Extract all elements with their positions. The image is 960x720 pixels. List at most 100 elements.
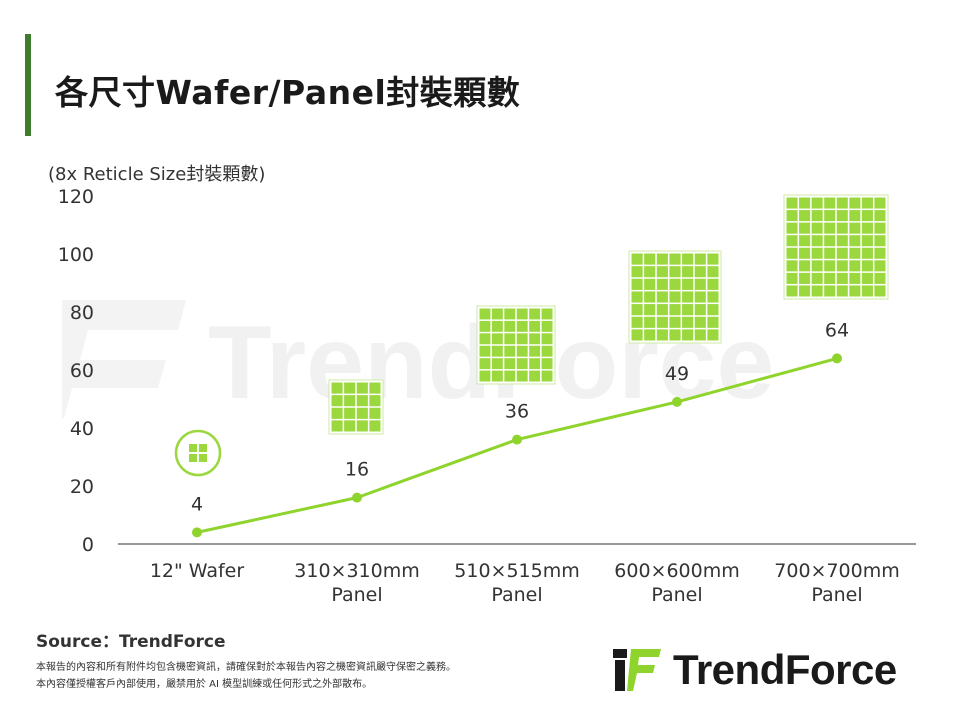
die-tile xyxy=(541,320,553,332)
die-tile xyxy=(331,395,343,407)
die-tile xyxy=(707,316,719,328)
die-tile xyxy=(644,316,656,328)
die-tile xyxy=(682,316,694,328)
y-tick-label: 20 xyxy=(70,476,94,498)
y-tick-label: 100 xyxy=(58,244,94,266)
die-tile xyxy=(849,235,861,247)
die-tile xyxy=(694,329,706,341)
die-tile xyxy=(669,304,681,316)
die-tile xyxy=(694,266,706,278)
die-tile xyxy=(694,316,706,328)
die-tile xyxy=(344,382,356,394)
die-tile xyxy=(491,345,503,357)
die-tile xyxy=(799,210,811,222)
die-tile xyxy=(836,210,848,222)
die-tile xyxy=(541,370,553,382)
die-tile xyxy=(849,210,861,222)
die-tile xyxy=(786,285,798,297)
die-tile xyxy=(344,420,356,432)
die-tile xyxy=(786,210,798,222)
die-tile xyxy=(356,407,368,419)
die-tile xyxy=(644,304,656,316)
die-tile xyxy=(491,358,503,370)
die-tile xyxy=(799,247,811,259)
die-tile xyxy=(861,197,873,209)
die-tile xyxy=(631,253,643,265)
panel-grid-icon xyxy=(476,305,556,385)
data-label: 49 xyxy=(665,363,689,385)
die-tile xyxy=(656,278,668,290)
die-tile xyxy=(644,266,656,278)
y-tick-label: 60 xyxy=(70,360,94,382)
die-tile xyxy=(529,308,541,320)
die-tile xyxy=(631,316,643,328)
die-tile xyxy=(786,222,798,234)
die-tile xyxy=(849,222,861,234)
die-tile xyxy=(669,291,681,303)
die-tile xyxy=(504,345,516,357)
die-tile xyxy=(516,358,528,370)
die-tile xyxy=(707,278,719,290)
die-tile xyxy=(491,308,503,320)
die-tile xyxy=(631,278,643,290)
die-tile xyxy=(656,291,668,303)
die-tile xyxy=(656,316,668,328)
die-tile xyxy=(356,420,368,432)
die-tile xyxy=(874,235,886,247)
die-tile xyxy=(369,382,381,394)
die-tile xyxy=(874,247,886,259)
die-tile xyxy=(369,395,381,407)
die-tile xyxy=(631,291,643,303)
die-tile xyxy=(479,333,491,345)
die-tile xyxy=(861,210,873,222)
die-tile xyxy=(874,197,886,209)
die-tile xyxy=(786,197,798,209)
die-tile xyxy=(824,210,836,222)
die-tile xyxy=(849,260,861,272)
die-tile xyxy=(331,420,343,432)
die-tile xyxy=(707,304,719,316)
logo-text: TrendForce xyxy=(673,646,897,693)
die-tile xyxy=(799,260,811,272)
die-tile xyxy=(824,272,836,284)
panel-grid-icon xyxy=(783,194,889,300)
die-tile xyxy=(656,329,668,341)
y-axis-label: (8x Reticle Size封裝顆數) xyxy=(48,164,266,185)
y-tick-label: 40 xyxy=(70,418,94,440)
die-tile xyxy=(824,235,836,247)
die-tile xyxy=(861,247,873,259)
die-tile xyxy=(504,308,516,320)
die-tile xyxy=(811,210,823,222)
x-tick-label: 700×700mm xyxy=(774,560,899,582)
die-tile xyxy=(504,370,516,382)
die-tile xyxy=(631,304,643,316)
die-tile xyxy=(824,285,836,297)
die-tile xyxy=(529,333,541,345)
data-label: 4 xyxy=(191,493,203,515)
die-tile xyxy=(682,278,694,290)
die-tile xyxy=(786,247,798,259)
die-tile xyxy=(516,333,528,345)
die-tile xyxy=(656,253,668,265)
x-tick-label: 310×310mm xyxy=(294,560,419,582)
die-tile xyxy=(799,285,811,297)
die-tile xyxy=(874,210,886,222)
die-tile xyxy=(529,345,541,357)
die-tile xyxy=(656,266,668,278)
die-tile xyxy=(849,197,861,209)
die-tile xyxy=(189,454,197,462)
die-tile xyxy=(707,266,719,278)
die-tile xyxy=(529,370,541,382)
die-tile xyxy=(682,304,694,316)
die-tile xyxy=(811,260,823,272)
die-tile xyxy=(189,444,197,452)
die-tile xyxy=(516,320,528,332)
die-tile xyxy=(356,382,368,394)
die-tile xyxy=(669,316,681,328)
die-tile xyxy=(541,308,553,320)
die-tile xyxy=(504,333,516,345)
x-tick-label: Panel xyxy=(811,584,862,606)
x-tick-label: Panel xyxy=(331,584,382,606)
die-tile xyxy=(824,247,836,259)
die-tile xyxy=(861,272,873,284)
